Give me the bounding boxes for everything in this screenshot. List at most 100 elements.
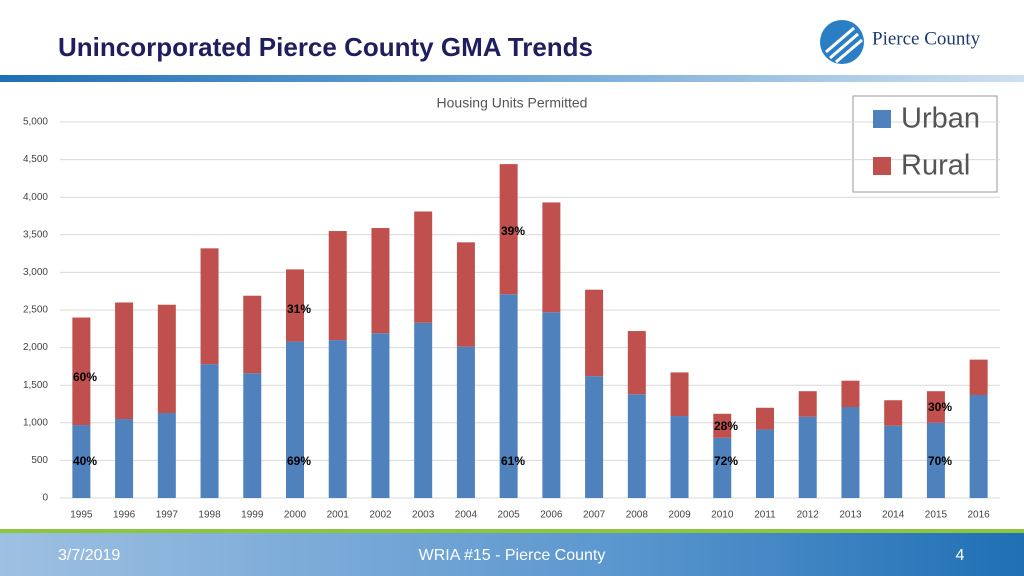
- bar-segment: [627, 394, 646, 498]
- bar-segment: [286, 269, 304, 342]
- y-tick-label: 1,000: [23, 417, 48, 428]
- footer: [0, 533, 1024, 576]
- x-tick-label: 1995: [70, 510, 93, 521]
- y-tick-label: 500: [31, 455, 48, 466]
- x-tick-label: 2016: [968, 510, 991, 521]
- bar-segment: [627, 331, 646, 395]
- bar-segment: [670, 416, 689, 498]
- x-tick-label: 2002: [369, 510, 392, 521]
- y-tick-label: 4,000: [23, 192, 48, 203]
- bar-segment: [756, 407, 774, 430]
- bar-segment: [884, 400, 903, 426]
- bar-segment: [286, 341, 304, 498]
- bar-segment: [115, 302, 134, 420]
- bar-segment: [926, 391, 945, 423]
- x-tick-label: 1998: [198, 510, 221, 521]
- logo: Pierce County: [820, 20, 981, 64]
- y-tick-label: 3,500: [23, 229, 48, 240]
- x-tick-label: 2011: [754, 510, 776, 521]
- bar-segment: [328, 340, 347, 498]
- annotation: 61%: [501, 454, 525, 468]
- x-tick-label: 2008: [626, 510, 649, 521]
- y-tick-label: 1,500: [23, 380, 48, 391]
- slide-title: Unincorporated Pierce County GMA Trends: [58, 32, 593, 62]
- bar-segment: [969, 359, 988, 395]
- annotation: 70%: [928, 454, 952, 468]
- y-tick-label: 3,000: [23, 267, 48, 278]
- legend-label: Urban: [901, 103, 980, 135]
- bar-segment: [713, 413, 732, 438]
- bar-segment: [72, 317, 91, 426]
- bar-segment: [670, 372, 689, 417]
- x-tick-label: 2001: [327, 510, 350, 521]
- bar-segment: [841, 407, 860, 498]
- bar-segment: [243, 295, 262, 374]
- chart-title: Housing Units Permitted: [437, 95, 588, 111]
- bar-segment: [200, 248, 219, 365]
- bar-segment: [756, 429, 774, 498]
- x-tick-label: 2009: [668, 510, 691, 521]
- bar-segment: [72, 425, 91, 498]
- x-tick-label: 2012: [797, 510, 820, 521]
- annotation: 30%: [928, 400, 952, 414]
- x-tick-label: 2010: [711, 510, 734, 521]
- x-tick-label: 2005: [498, 510, 521, 521]
- bar-segment: [585, 289, 604, 377]
- annotation: 60%: [73, 370, 97, 384]
- bar-segment: [371, 333, 390, 498]
- bar-segment: [926, 422, 945, 498]
- bar-segment: [542, 312, 561, 498]
- bar-segment: [798, 416, 817, 498]
- bar-segment: [200, 364, 219, 498]
- bar-segment: [798, 391, 817, 417]
- annotation: 28%: [714, 419, 738, 433]
- bar-segment: [841, 380, 860, 408]
- annotation: 69%: [287, 454, 311, 468]
- bar-segment: [585, 376, 604, 498]
- x-tick-label: 2003: [412, 510, 435, 521]
- bar-segment: [371, 228, 390, 334]
- bar-segment: [456, 242, 475, 347]
- footer-line: [0, 529, 1024, 533]
- annotation: 40%: [73, 454, 97, 468]
- bar-segment: [456, 346, 475, 498]
- legend-label: Rural: [901, 150, 970, 182]
- x-tick-label: 2006: [540, 510, 563, 521]
- legend-swatch: [873, 157, 891, 175]
- x-tick-label: 2013: [839, 510, 862, 521]
- y-tick-label: 2,000: [23, 342, 48, 353]
- x-tick-label: 1999: [241, 510, 264, 521]
- y-tick-label: 0: [42, 493, 48, 504]
- bar-segment: [115, 419, 134, 498]
- annotation: 39%: [501, 224, 525, 238]
- page-number: 4: [956, 547, 965, 564]
- annotation: 72%: [714, 454, 738, 468]
- footer-date: 3/7/2019: [58, 547, 120, 564]
- bar-segment: [414, 211, 433, 323]
- bar-segment: [884, 425, 903, 498]
- bar-segment: [157, 413, 176, 498]
- x-tick-label: 1996: [113, 510, 136, 521]
- logo-text: Pierce County: [872, 28, 981, 49]
- bar-segment: [499, 294, 518, 498]
- x-tick-label: 2014: [882, 510, 905, 521]
- x-tick-label: 2015: [925, 510, 948, 521]
- bar-segment: [414, 322, 433, 498]
- footer-text: WRIA #15 - Pierce County: [419, 547, 606, 564]
- y-tick-label: 2,500: [23, 305, 48, 316]
- bar-segment: [243, 373, 262, 498]
- y-tick-label: 4,500: [23, 154, 48, 165]
- y-tick-label: 5,000: [23, 117, 48, 128]
- bar-segment: [499, 164, 518, 295]
- x-tick-label: 2004: [455, 510, 478, 521]
- bar-segment: [713, 437, 732, 498]
- x-tick-label: 2000: [284, 510, 307, 521]
- bar-segment: [157, 304, 176, 414]
- annotation: 31%: [287, 302, 311, 316]
- header-strip: [0, 75, 1024, 82]
- legend-swatch: [873, 110, 891, 128]
- bar-segment: [969, 394, 988, 498]
- bar-segment: [328, 231, 347, 341]
- x-tick-label: 1997: [156, 510, 179, 521]
